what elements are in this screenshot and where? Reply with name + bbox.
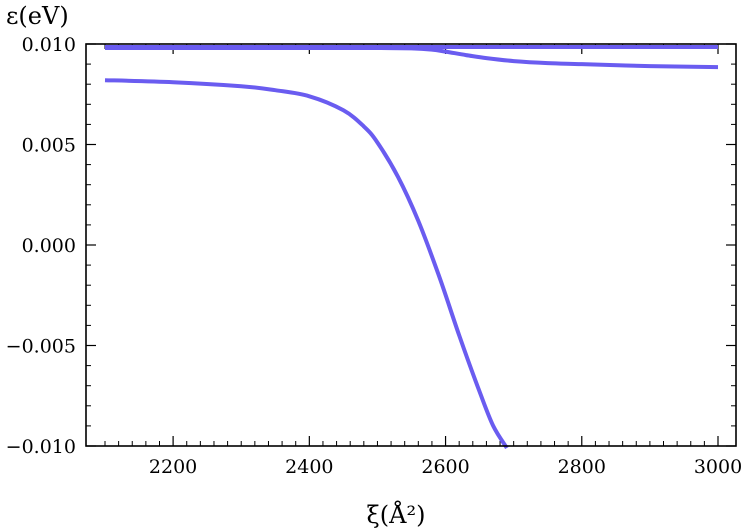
x-tick-label: 2600 (421, 456, 469, 478)
y-axis-label: ε(eV) (6, 2, 69, 30)
x-axis-label: ξ(Å²) (367, 500, 426, 529)
x-tick-labels: 2200 2400 2600 2800 3000 (149, 456, 742, 478)
x-tick-label: 2400 (285, 456, 333, 478)
y-tick-label: 0.005 (22, 135, 76, 157)
series-line-1 (104, 45, 719, 70)
y-tick-label: −0.010 (6, 436, 76, 458)
y-tick-labels: 0.010 0.005 0.000 −0.005 −0.010 (6, 34, 76, 458)
axis-ticks (86, 43, 736, 447)
y-tick-label: 0.000 (22, 235, 76, 257)
x-tick-label: 3000 (694, 456, 742, 478)
x-tick-label: 2200 (149, 456, 197, 478)
x-tick-label: 2800 (558, 456, 606, 478)
y-tick-label: 0.010 (22, 34, 76, 56)
plot-series (104, 45, 719, 450)
y-tick-label: −0.005 (6, 336, 76, 358)
plot-frame (85, 43, 737, 447)
series-line-3 (104, 78, 509, 450)
